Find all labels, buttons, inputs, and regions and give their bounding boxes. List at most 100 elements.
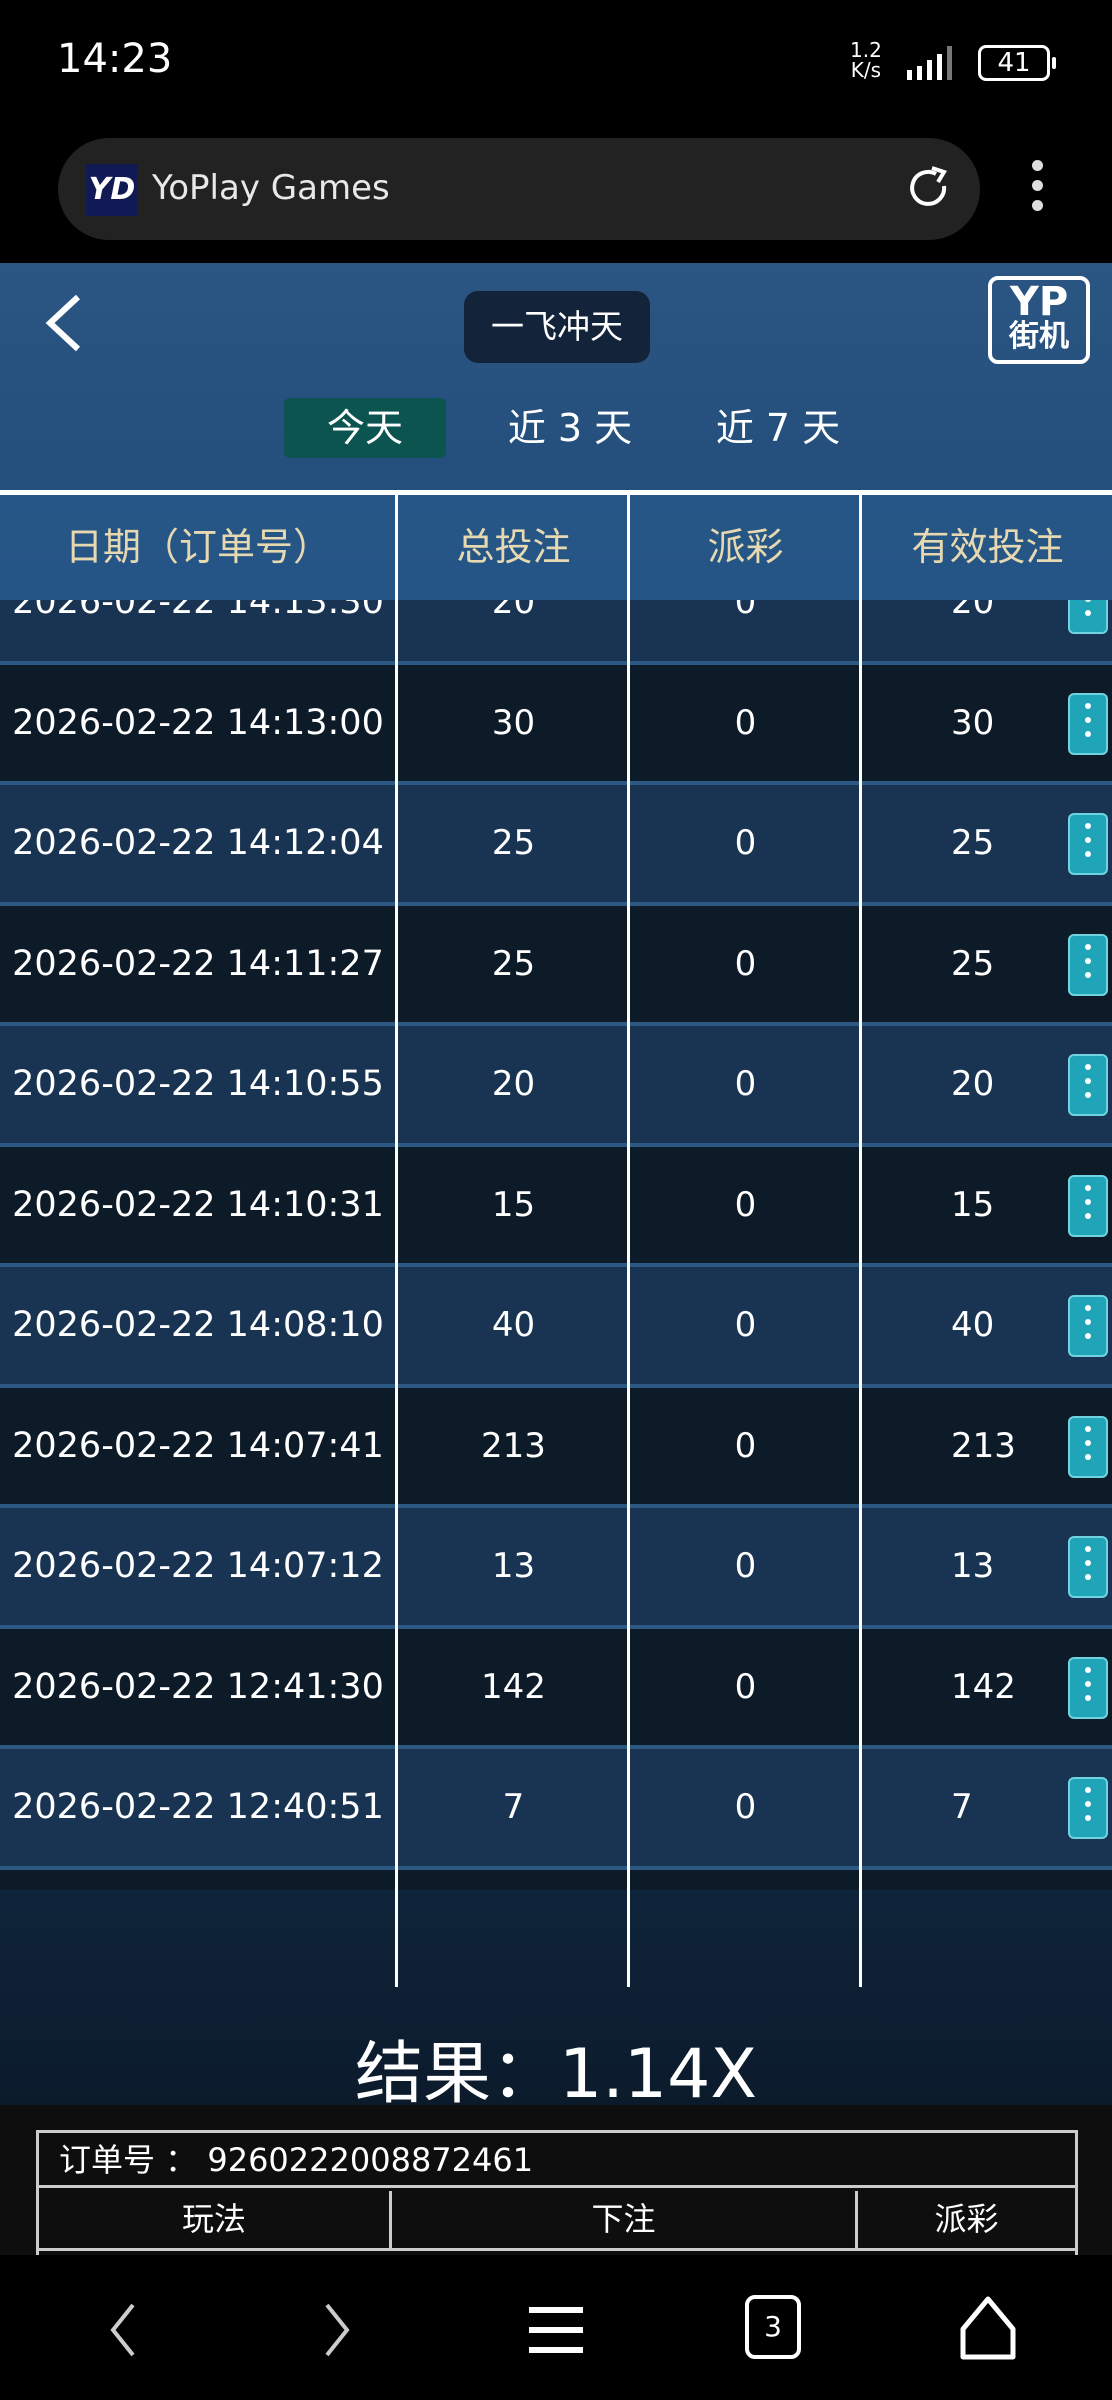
tab-today[interactable]: 今天 bbox=[284, 398, 446, 458]
table-header: 日期（订单号） 总投注 派彩 有效投注 bbox=[0, 490, 1112, 600]
row-payout: 0 bbox=[734, 1787, 757, 1827]
row-more-button[interactable] bbox=[1068, 1174, 1108, 1237]
row-more-button[interactable] bbox=[1068, 1536, 1108, 1598]
row-payout: 0 bbox=[734, 702, 757, 743]
row-total-bet: 15 bbox=[491, 1184, 536, 1225]
home-icon[interactable] bbox=[953, 2295, 1023, 2365]
order-detail-table: 订单号 ： 9260222008872461 玩法 下注 派彩 bbox=[36, 2130, 1078, 2260]
back-chevron-icon[interactable] bbox=[40, 293, 90, 353]
table-row[interactable]: 2026-02-22 12:41:30 142 0 142 bbox=[0, 1628, 1112, 1749]
table-row[interactable]: 2026-02-22 14:10:55 20 0 20 bbox=[0, 1026, 1112, 1147]
row-payout: 0 bbox=[734, 1064, 757, 1104]
row-date: 2026-02-22 12:41:30 bbox=[12, 1666, 384, 1707]
row-date: 2026-02-22 12:40:51 bbox=[12, 1787, 384, 1827]
forward-icon[interactable] bbox=[302, 2295, 372, 2365]
row-valid-bet: 15 bbox=[951, 1184, 995, 1225]
table-row[interactable]: 2026-02-22 14:08:10 40 0 40 bbox=[0, 1267, 1112, 1388]
speed-value: 1.2 bbox=[850, 38, 882, 62]
row-more-button[interactable] bbox=[1068, 813, 1108, 875]
row-total-bet: 7 bbox=[502, 1787, 525, 1827]
row-date: 2026-02-22 14:07:41 bbox=[12, 1425, 384, 1466]
row-total-bet: 25 bbox=[491, 823, 536, 863]
row-more-button[interactable] bbox=[1068, 1054, 1108, 1116]
battery-icon: 41 bbox=[978, 45, 1056, 81]
col-play: 玩法 bbox=[39, 2191, 392, 2251]
row-valid-bet: 20 bbox=[951, 1064, 995, 1104]
row-payout: 0 bbox=[631, 1870, 860, 1891]
clock: 14:23 bbox=[57, 36, 173, 82]
divider bbox=[627, 490, 630, 1987]
row-payout: 0 bbox=[734, 823, 757, 863]
table-row[interactable]: 2026-02-22 14:07:41 213 0 213 bbox=[0, 1387, 1112, 1508]
col-payout: 派彩 bbox=[707, 525, 784, 569]
row-payout: 0 bbox=[734, 1305, 757, 1345]
row-payout: 0 bbox=[734, 943, 757, 984]
tabs-button[interactable]: 3 bbox=[745, 2295, 801, 2359]
row-date: 2026-02-22 14:13:00 bbox=[12, 702, 384, 743]
col-payout: 派彩 bbox=[858, 2191, 1075, 2251]
divider bbox=[395, 490, 398, 1987]
logo-text-top: YP bbox=[1009, 279, 1069, 325]
col-total-bet: 总投注 bbox=[456, 525, 571, 569]
table-row[interactable]: 2026-02-22 14:12:04 25 0 25 bbox=[0, 785, 1112, 906]
order-detail-panel: 订单号 ： 9260222008872461 玩法 下注 派彩 bbox=[0, 2105, 1112, 2260]
yp-arcade-logo: YP 街机 bbox=[988, 276, 1090, 364]
row-total-bet: 213 bbox=[481, 1425, 546, 1466]
table-row[interactable]: 2026-02-22 14:13:00 30 0 30 bbox=[0, 664, 1112, 785]
table-body[interactable]: 2026-02-22 14:13:30 20 0 20 2026-02-22 14:13… bbox=[0, 600, 1112, 1890]
site-favicon: YD bbox=[86, 164, 138, 216]
reload-icon[interactable] bbox=[904, 164, 954, 214]
network-speed: 1.2 K/s bbox=[850, 40, 882, 80]
row-valid-bet: 40 bbox=[951, 1305, 995, 1345]
col-valid-bet: 有效投注 bbox=[911, 525, 1064, 569]
more-vertical-icon[interactable] bbox=[1022, 160, 1052, 220]
order-number: 订单号 ： 9260222008872461 bbox=[39, 2133, 1075, 2188]
row-date: 2026-02-22 12:40:26 bbox=[0, 1870, 396, 1891]
site-title[interactable]: YoPlay Games bbox=[152, 168, 390, 208]
row-payout: 0 bbox=[734, 600, 757, 622]
row-valid-bet: 142 bbox=[951, 1666, 1016, 1707]
tab-7-days[interactable]: 近 7 天 bbox=[715, 406, 841, 450]
logo-text-bottom: 街机 bbox=[1009, 319, 1069, 354]
row-more-button[interactable] bbox=[1068, 1777, 1108, 1839]
row-total-bet: 20 bbox=[491, 600, 536, 622]
tab-3-days[interactable]: 近 3 天 bbox=[507, 406, 633, 450]
table-row[interactable]: 2026-02-22 14:13:30 20 0 20 bbox=[0, 600, 1112, 665]
table-row[interactable]: 2026-02-22 14:11:27 25 0 25 bbox=[0, 905, 1112, 1026]
row-date: 2026-02-22 14:08:10 bbox=[12, 1305, 384, 1345]
table-row[interactable]: 2026-02-22 14:10:31 15 0 15 bbox=[0, 1146, 1112, 1267]
browser-nav-bar: 3 bbox=[0, 2255, 1112, 2400]
bet-history-page: 一飞冲天 YP 街机 今天 近 3 天 近 7 天 日期（订单号） 总投注 派彩 … bbox=[0, 263, 1112, 2105]
row-more-button[interactable] bbox=[1068, 1415, 1108, 1478]
back-icon[interactable] bbox=[88, 2295, 158, 2365]
row-date: 2026-02-22 14:10:31 bbox=[12, 1184, 384, 1225]
speed-unit: K/s bbox=[850, 58, 882, 82]
row-date: 2026-02-22 14:11:27 bbox=[12, 943, 384, 984]
row-more-button[interactable] bbox=[1068, 692, 1108, 755]
row-payout: 0 bbox=[734, 1546, 757, 1586]
row-valid-bet: 20 bbox=[951, 600, 995, 622]
row-valid-bet: 450 bbox=[863, 1870, 1088, 1891]
menu-icon[interactable] bbox=[521, 2295, 591, 2365]
game-title: 一飞冲天 bbox=[464, 291, 650, 363]
row-date: 2026-02-22 14:12:04 bbox=[12, 823, 384, 863]
row-more-button[interactable] bbox=[1068, 933, 1108, 996]
divider bbox=[859, 490, 862, 1987]
table-row[interactable]: 2026-02-22 14:07:12 13 0 13 bbox=[0, 1508, 1112, 1629]
row-valid-bet: 25 bbox=[951, 823, 995, 863]
row-more-button[interactable] bbox=[1068, 1656, 1108, 1719]
table-row[interactable]: 2026-02-22 12:40:51 7 0 7 bbox=[0, 1749, 1112, 1870]
row-valid-bet: 13 bbox=[951, 1546, 995, 1586]
row-valid-bet: 213 bbox=[951, 1425, 1016, 1466]
row-payout: 0 bbox=[734, 1184, 757, 1225]
row-more-button[interactable] bbox=[1068, 600, 1108, 634]
signal-icon bbox=[907, 46, 952, 80]
row-more-button[interactable] bbox=[1068, 1295, 1108, 1357]
row-total-bet: 142 bbox=[481, 1666, 546, 1707]
address-bar[interactable]: YD YoPlay Games bbox=[58, 138, 980, 240]
row-valid-bet: 7 bbox=[951, 1787, 973, 1827]
row-date: 2026-02-22 14:13:30 bbox=[12, 600, 384, 622]
status-bar: 14:23 1.2 K/s 41 bbox=[0, 0, 1112, 132]
row-total-bet: 13 bbox=[491, 1546, 536, 1586]
table-row[interactable]: 2026-02-22 12:40:264500450 bbox=[0, 1869, 1112, 1891]
